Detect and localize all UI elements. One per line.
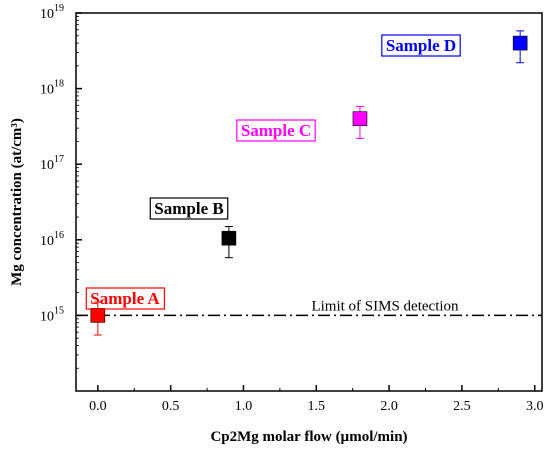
x-tick-label: 1.5: [308, 399, 326, 414]
y-axis-title: Mg concentration (at/cm³): [9, 118, 25, 286]
y-tick-label: 1018: [40, 79, 64, 98]
x-axis-title: Cp2Mg molar flow (µmol/min): [210, 429, 407, 445]
sample-label-box: [149, 197, 229, 220]
sample-label: Sample C: [241, 121, 311, 140]
y-tick-label: 1015: [40, 305, 64, 324]
y-tick-label: 1017: [40, 154, 64, 173]
sample-label: Sample A: [90, 289, 160, 308]
x-tick-label: 2.5: [453, 399, 471, 414]
x-tick-label: 0.5: [162, 399, 180, 414]
data-points: Sample A Sample B Sample C Sample D: [85, 30, 528, 336]
reference-line-group: Limit of SIMS detection: [76, 298, 542, 317]
sample-label: Sample D: [386, 36, 456, 55]
plot-frame: [75, 12, 543, 392]
data-point: [352, 111, 368, 126]
sims-limit-label: Limit of SIMS detection: [311, 298, 459, 314]
sample-label-box: [381, 34, 461, 57]
x-tick-label: 2.0: [380, 399, 398, 414]
sample-label-box: [85, 287, 166, 310]
data-point: [90, 308, 106, 323]
sample-label: Sample B: [154, 199, 223, 218]
x-tick-label: 1.0: [235, 399, 253, 414]
y-tick-label: 1019: [40, 3, 64, 22]
x-tick-label: 0.0: [89, 399, 107, 414]
data-point: [512, 35, 528, 51]
sample-label-box: [236, 119, 316, 142]
y-tick-label: 1016: [40, 230, 64, 249]
y-axis: 1015 1016 1017 1018 1019: [40, 3, 82, 369]
data-point: [221, 230, 237, 246]
x-axis: 0.0 0.5 1.0 1.5 2.0 2.5 3.0: [89, 385, 543, 414]
x-tick-label: 3.0: [526, 399, 544, 414]
